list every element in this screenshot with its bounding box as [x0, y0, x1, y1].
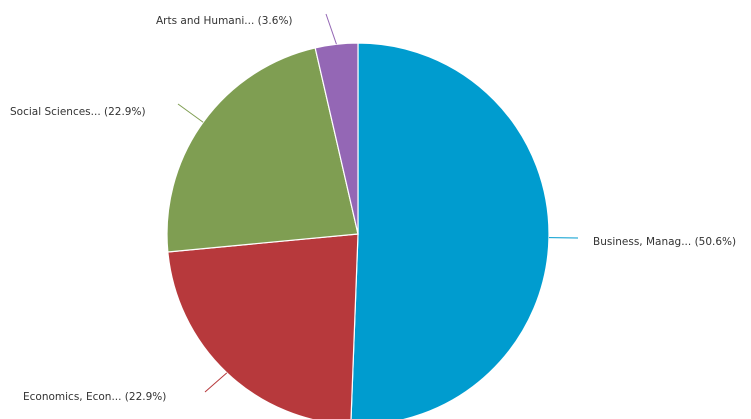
pie-labels: Business, Manag... (50.6%) Economics, Eco…: [10, 15, 736, 403]
slice-label-economics-econ: Economics, Econ... (22.9%): [23, 391, 166, 403]
slice-label-business-manag: Business, Manag... (50.6%): [593, 236, 736, 248]
pie-slices: [166, 42, 550, 419]
leader-line-social-sciences: [177, 103, 204, 123]
slice-label-social-sciences: Social Sciences... (22.9%): [10, 106, 146, 118]
pie-slice-business-manag[interactable]: [350, 42, 550, 419]
slice-label-arts-and-humani: Arts and Humani... (3.6%): [156, 15, 293, 27]
pie-leader-lines: [177, 13, 579, 393]
pie-slice-economics-econ[interactable]: [167, 233, 359, 419]
leader-line-arts-and-humani: [325, 13, 337, 45]
leader-line-economics-econ: [204, 372, 228, 393]
pie-slice-social-sciences[interactable]: [166, 47, 359, 253]
